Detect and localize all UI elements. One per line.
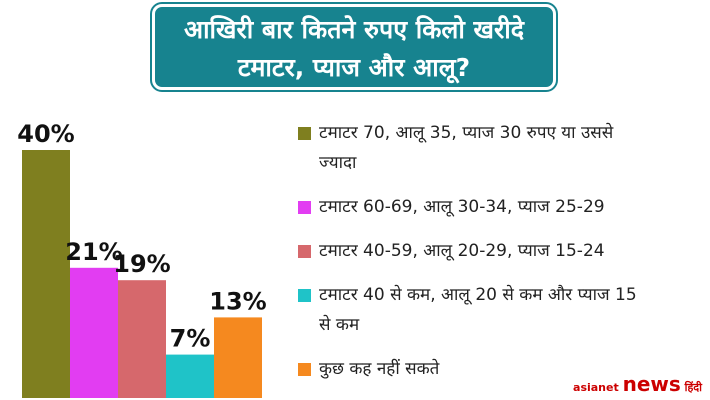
- bar: [70, 267, 118, 398]
- legend-swatch: [298, 245, 311, 258]
- chart-title: आखिरी बार कितने रुपए किलो खरीदे टमाटर, प…: [150, 2, 558, 92]
- legend-item: टमाटर 70, आलू 35, प्याज 30 रुपए या उससे …: [298, 118, 688, 178]
- value-label: 40%: [17, 120, 74, 148]
- bar: [118, 280, 166, 398]
- chart: 40% 21%19% 7% 13%: [17, 120, 267, 398]
- legend-swatch: [298, 289, 311, 302]
- logo-brand: asianet: [573, 381, 619, 394]
- logo-lang: हिंदी: [684, 381, 702, 394]
- legend-swatch: [298, 201, 311, 214]
- legend-label: टमाटर 40-59, आलू 20-29, प्याज 15-24: [319, 241, 605, 261]
- value-label: 13%: [209, 287, 266, 315]
- legend-swatch: [298, 363, 311, 376]
- bar: [22, 150, 70, 398]
- legend-label: टमाटर 70, आलू 35, प्याज 30 रुपए या उससे …: [319, 123, 614, 173]
- legend-item: कुछ कह नहीं सकते: [298, 354, 688, 384]
- legend-item: टमाटर 40-59, आलू 20-29, प्याज 15-24: [298, 236, 688, 266]
- value-label: 21%: [65, 238, 122, 266]
- legend: टमाटर 70, आलू 35, प्याज 30 रुपए या उससे …: [298, 118, 688, 398]
- legend-label: टमाटर 60-69, आलू 30-34, प्याज 25-29: [319, 197, 605, 217]
- legend-label: टमाटर 40 से कम, आलू 20 से कम और प्याज 15…: [319, 285, 637, 335]
- legend-item: टमाटर 40 से कम, आलू 20 से कम और प्याज 15…: [298, 280, 688, 340]
- legend-label: कुछ कह नहीं सकते: [319, 359, 440, 379]
- logo: asianet news हिंदी: [573, 372, 702, 396]
- bar: [214, 317, 262, 398]
- value-label: 7%: [170, 325, 211, 353]
- bar: [166, 354, 214, 398]
- legend-swatch: [298, 127, 311, 140]
- value-label: 19%: [113, 250, 170, 278]
- legend-item: टमाटर 60-69, आलू 30-34, प्याज 25-29: [298, 192, 688, 222]
- logo-name: news: [622, 372, 681, 396]
